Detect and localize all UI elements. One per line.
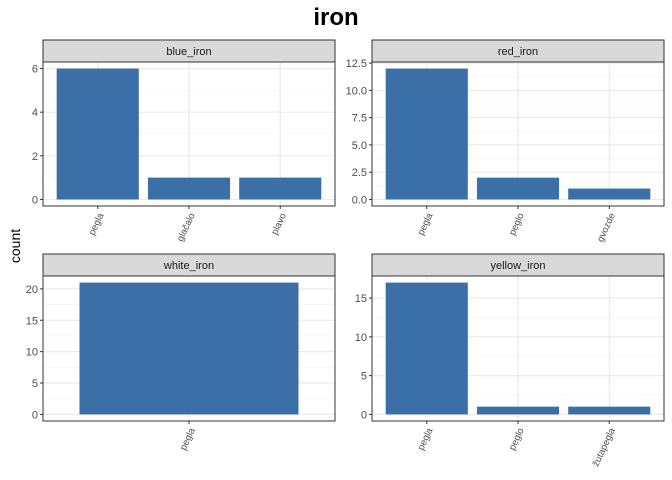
facet-panel-white_iron: white_iron 0 5 10 15 20 pegla (26, 253, 336, 452)
x-tick-label: pegla (416, 211, 436, 237)
x-tick-label: peglo (507, 426, 527, 452)
bar-žutapegla (568, 406, 651, 415)
y-tick-label: 10 (355, 332, 367, 344)
chart-title: iron (313, 4, 359, 31)
bar-pegla (385, 282, 468, 415)
bar-peglo (476, 177, 560, 200)
y-tick-label: 5 (361, 371, 367, 383)
facet-panel-blue_iron: blue_iron 0 2 4 6 pegla glačalo plavo (32, 39, 336, 243)
bar-pegla (79, 282, 299, 415)
x-tick-label: plavo (269, 211, 289, 236)
bar-glačalo (147, 177, 231, 200)
y-tick-label: 15 (26, 315, 38, 327)
y-tick-label: 2.5 (352, 167, 367, 179)
bar-pegla (385, 68, 468, 200)
facet-strip-label: yellow_iron (490, 260, 545, 272)
y-tick-label: 0 (361, 409, 367, 421)
y-tick-label: 7.5 (352, 113, 367, 125)
x-tick-label: peglo (507, 211, 527, 237)
bar-pegla (56, 68, 139, 200)
y-tick-label: 0 (32, 194, 38, 206)
facet-strip-label: red_iron (498, 46, 538, 58)
facet-panel-yellow_iron: yellow_iron 0 5 10 15 pegla peglo žutapegla (355, 253, 665, 469)
x-tick-label: pegla (87, 211, 107, 237)
facet-strip-label: white_iron (163, 260, 214, 272)
y-tick-label: 4 (32, 107, 38, 119)
y-tick-label: 5.0 (352, 140, 367, 152)
y-tick-label: 0 (32, 409, 38, 421)
x-tick-label: pegla (416, 426, 436, 452)
y-tick-label: 15 (355, 293, 367, 305)
x-tick-label: žutapegla (591, 426, 619, 469)
facet-strip-label: blue_iron (166, 46, 211, 58)
facet-panel-red_iron: red_iron 0.0 2.5 5.0 7.5 10.0 12.5 pegla peglo gv… (346, 39, 665, 244)
y-tick-label: 0.0 (352, 194, 367, 206)
x-tick-label: gvozde (595, 211, 618, 243)
y-tick-label: 10.0 (346, 85, 367, 97)
y-tick-label: 2 (32, 151, 38, 163)
x-tick-label: pegla (178, 426, 198, 452)
y-tick-label: 6 (32, 64, 38, 76)
x-tick-label: glačalo (175, 211, 198, 243)
y-tick-label: 12.5 (346, 58, 367, 70)
bar-plavo (239, 177, 322, 200)
y-tick-label: 10 (26, 347, 38, 359)
bar-gvozde (568, 188, 651, 200)
y-tick-label: 5 (32, 378, 38, 390)
bar-peglo (476, 406, 560, 415)
y-tick-label: 20 (26, 284, 38, 296)
